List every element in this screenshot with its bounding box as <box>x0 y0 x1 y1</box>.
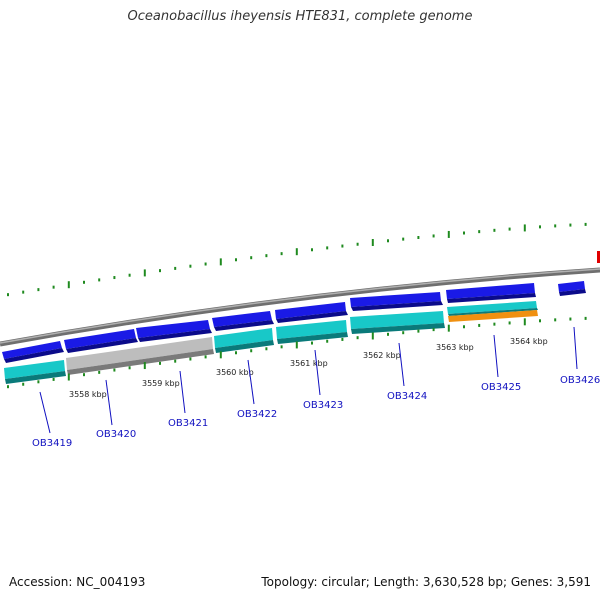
scale-label: 3564 kbp <box>510 337 548 346</box>
gene-labels: OB3419 OB3420 OB3421 OB3422 OB3423 OB342… <box>32 375 600 449</box>
gene-arrow[interactable] <box>350 292 441 307</box>
gene-label-leaders <box>39 326 578 434</box>
map-title: Oceanobacillus iheyensis HTE831, complet… <box>127 9 473 24</box>
gene-label-ob3422[interactable]: OB3422 <box>237 409 277 420</box>
gene-arrow[interactable] <box>2 341 62 359</box>
gene-arrow[interactable] <box>214 320 274 331</box>
genome-summary: Topology: circular; Length: 3,630,528 bp… <box>261 575 591 589</box>
hypothetical-segment[interactable] <box>66 337 213 370</box>
accession-label: Accession: NC_004193 <box>9 575 146 589</box>
scale-label: 3563 kbp <box>436 343 474 352</box>
gene-arrow[interactable] <box>276 311 348 323</box>
gene-arrow[interactable] <box>351 301 443 311</box>
cds-segment[interactable] <box>447 301 537 314</box>
cds-segment[interactable] <box>5 371 66 384</box>
scale-label: 3562 kbp <box>363 351 401 360</box>
gene-label-ob3421[interactable]: OB3421 <box>168 418 208 429</box>
gene-arrow[interactable] <box>212 311 272 327</box>
gene-arrow[interactable] <box>136 320 210 338</box>
gc-skew-track-lower <box>7 316 587 389</box>
scale-label: 3560 kbp <box>216 368 254 377</box>
gene-label-ob3420[interactable]: OB3420 <box>96 429 136 440</box>
scale-label: 3561 kbp <box>290 359 328 368</box>
gene-arrow[interactable] <box>4 348 64 363</box>
gene-label-ob3425[interactable]: OB3425 <box>481 382 521 393</box>
cds-segment[interactable] <box>277 332 348 344</box>
cds-segment[interactable] <box>214 328 273 348</box>
cds-segment[interactable] <box>276 320 347 339</box>
rna-segment[interactable] <box>448 310 538 322</box>
gene-arrow[interactable] <box>138 329 212 342</box>
gc-skew-track-upper <box>7 222 587 297</box>
cds-segment[interactable] <box>448 308 538 316</box>
gene-label-ob3424[interactable]: OB3424 <box>387 391 427 402</box>
gene-arrow[interactable] <box>558 281 585 292</box>
cds-segment[interactable] <box>215 340 274 353</box>
gene-arrow[interactable] <box>66 338 138 353</box>
gene-arrow[interactable] <box>64 329 136 349</box>
genome-backbone <box>0 267 600 347</box>
scale-labels: 3558 kbp 3559 kbp 3560 kbp 3561 kbp 3562… <box>69 337 548 399</box>
gene-label-ob3419[interactable]: OB3419 <box>32 438 72 449</box>
gene-arrow[interactable] <box>447 293 536 303</box>
cds-segment[interactable] <box>4 360 65 379</box>
hypothetical-segment[interactable] <box>67 349 214 375</box>
gene-arrow[interactable] <box>446 283 535 299</box>
scale-label: 3559 kbp <box>142 379 180 388</box>
forward-strand-genes <box>2 281 586 363</box>
gene-label-ob3423[interactable]: OB3423 <box>303 400 343 411</box>
scale-label: 3558 kbp <box>69 390 107 399</box>
gene-arrow[interactable] <box>275 302 346 319</box>
gene-label-ob3426[interactable]: OB3426 <box>560 375 600 386</box>
gene-arrow[interactable] <box>559 289 586 296</box>
cds-segment[interactable] <box>350 311 444 329</box>
cds-track <box>4 301 538 384</box>
cds-segment[interactable] <box>351 323 445 334</box>
feature-marker <box>597 251 600 263</box>
